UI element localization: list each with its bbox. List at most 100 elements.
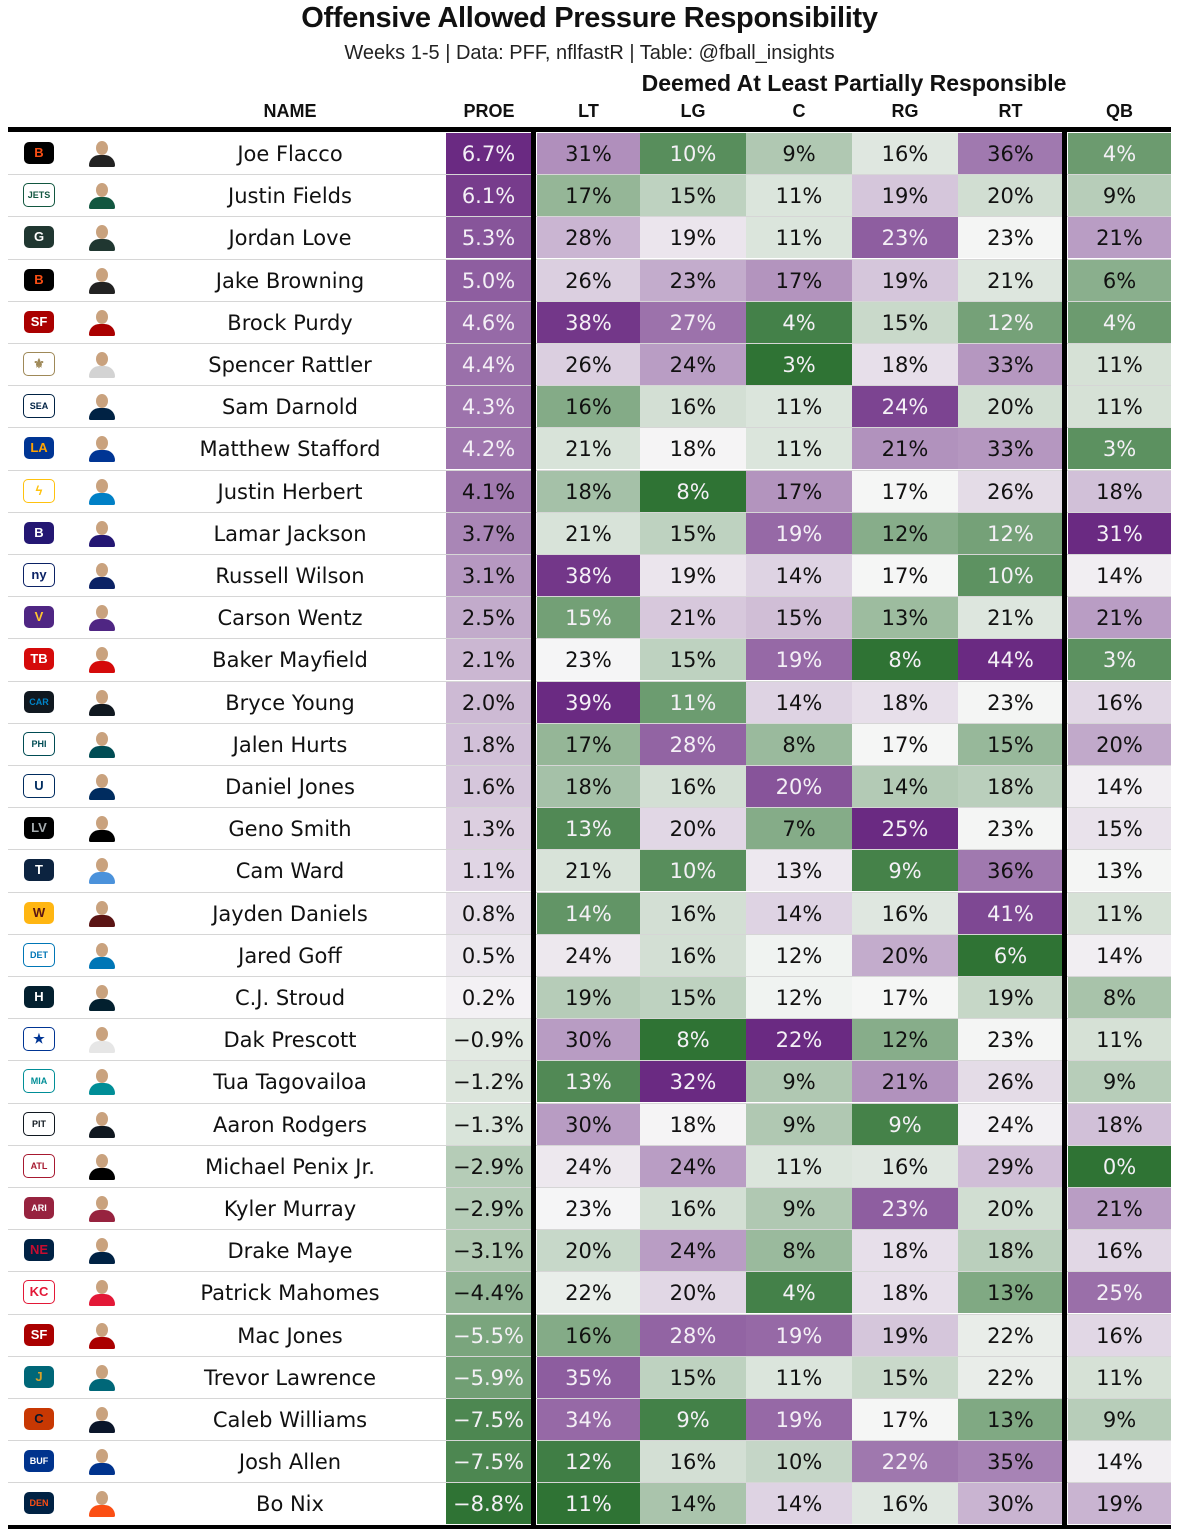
player-headshot-icon <box>87 392 117 422</box>
table-row: JETS Justin Fields 6.1% 17% 15% 11% 19% 20% 9% <box>8 175 1171 218</box>
rt-cell: 23% <box>958 1019 1063 1061</box>
player-headshot-icon <box>87 434 117 464</box>
lg-cell: 16% <box>640 934 746 976</box>
team-logo-icon: KC <box>23 1279 55 1305</box>
rt-cell: 18% <box>958 1230 1063 1272</box>
player-headshot-icon <box>87 139 117 169</box>
lg-cell: 15% <box>640 639 746 681</box>
rg-cell: 20% <box>852 934 958 976</box>
proe-cell: −7.5% <box>446 1399 531 1440</box>
player-name: Jayden Daniels <box>212 901 368 926</box>
lg-cell: 20% <box>640 808 746 850</box>
player-headshot-icon <box>87 941 117 971</box>
c-cell: 10% <box>746 1441 852 1483</box>
divider-rt-qb <box>1062 130 1067 1529</box>
header-rule <box>8 127 1171 132</box>
qb-cell: 11% <box>1068 344 1171 385</box>
table-row: TB Baker Mayfield 2.1% 23% 15% 19% 8% 44% 3% <box>8 639 1171 682</box>
lg-cell: 19% <box>640 217 746 259</box>
rt-cell: 44% <box>958 639 1063 681</box>
proe-cell: 6.7% <box>446 133 531 174</box>
table-row: V Carson Wentz 2.5% 15% 21% 15% 13% 21% 21% <box>8 597 1171 640</box>
rg-cell: 16% <box>852 1483 958 1525</box>
player-name: Brock Purdy <box>227 310 353 335</box>
lt-cell: 38% <box>537 301 640 343</box>
player-name: Jordan Love <box>228 226 352 251</box>
team-logo-icon: J <box>24 1364 54 1390</box>
header-rt: RT <box>998 101 1023 121</box>
player-name: Trevor Lawrence <box>203 1365 377 1390</box>
rg-cell: 15% <box>852 301 958 343</box>
c-cell: 14% <box>746 681 852 723</box>
lt-cell: 28% <box>537 217 640 259</box>
c-cell: 14% <box>746 555 852 596</box>
lg-cell: 28% <box>640 723 746 765</box>
rt-cell: 23% <box>958 681 1063 723</box>
header-lg: LG <box>680 101 706 121</box>
proe-cell: 1.3% <box>446 808 531 850</box>
rt-cell: 24% <box>958 1103 1063 1145</box>
team-logo-icon: CAR <box>24 689 54 715</box>
team-logo-mark: H <box>24 986 54 1008</box>
team-logo-mark: PIT <box>23 1111 55 1136</box>
proe-cell: 0.5% <box>446 934 531 976</box>
rg-cell: 21% <box>852 1061 958 1103</box>
lg-cell: 23% <box>640 259 746 301</box>
c-cell: 11% <box>746 428 852 470</box>
c-cell: 14% <box>746 892 852 934</box>
player-headshot-icon <box>87 814 117 844</box>
lg-cell: 19% <box>640 555 746 596</box>
player-name: Spencer Rattler <box>208 353 372 377</box>
rg-cell: 8% <box>852 639 958 681</box>
qb-cell: 4% <box>1068 133 1171 174</box>
team-logo-mark: ny <box>23 563 55 587</box>
player-headshot-icon <box>87 561 117 591</box>
lt-cell: 20% <box>537 1230 640 1272</box>
header-name: NAME <box>263 101 317 121</box>
qb-cell: 9% <box>1068 1061 1171 1103</box>
player-headshot-icon <box>87 1489 117 1519</box>
player-headshot-icon <box>87 223 117 253</box>
proe-cell: 1.6% <box>446 766 531 807</box>
player-name: Kyler Murray <box>223 1197 357 1221</box>
rg-cell: 9% <box>852 1103 958 1145</box>
c-cell: 15% <box>746 597 852 639</box>
lg-cell: 15% <box>640 977 746 1018</box>
rt-cell: 26% <box>958 470 1063 512</box>
team-logo-icon: T <box>24 857 54 883</box>
lg-cell: 8% <box>640 470 746 512</box>
rg-cell: 25% <box>852 808 958 850</box>
team-logo-icon: B <box>24 267 54 293</box>
c-cell: 17% <box>746 470 852 512</box>
rg-cell: 14% <box>852 766 958 807</box>
table-row: BUF Josh Allen −7.5% 12% 16% 10% 22% 35% 14% <box>8 1441 1171 1484</box>
table-row: SF Mac Jones −5.5% 16% 28% 19% 19% 22% 16% <box>8 1314 1171 1357</box>
player-name: Jake Browning <box>215 268 365 293</box>
table-row: KC Patrick Mahomes −4.4% 22% 20% 4% 18% 13% 25% <box>8 1272 1171 1315</box>
lt-cell: 24% <box>537 1145 640 1187</box>
player-name: Drake Maye <box>227 1239 353 1264</box>
rt-cell: 23% <box>958 808 1063 850</box>
c-cell: 9% <box>746 1103 852 1145</box>
rg-cell: 18% <box>852 344 958 385</box>
proe-cell: 3.1% <box>446 555 531 596</box>
rt-cell: 21% <box>958 597 1063 639</box>
rt-cell: 33% <box>958 344 1063 385</box>
table-row: ϟ Justin Herbert 4.1% 18% 8% 17% 17% 26% 18% <box>8 470 1171 513</box>
player-name: Bo Nix <box>256 1492 324 1517</box>
proe-cell: −8.8% <box>446 1483 531 1525</box>
player-headshot-icon <box>87 603 117 633</box>
rt-cell: 19% <box>958 977 1063 1018</box>
rg-cell: 19% <box>852 175 958 217</box>
player-name: Lamar Jackson <box>213 521 367 546</box>
lg-cell: 21% <box>640 597 746 639</box>
team-logo-icon: PIT <box>23 1111 55 1137</box>
player-name: Geno Smith <box>228 817 352 842</box>
team-logo-mark: LV <box>24 817 54 840</box>
player-name: Russell Wilson <box>215 564 365 588</box>
table-row: B Lamar Jackson 3.7% 21% 15% 19% 12% 12% 31% <box>8 512 1171 555</box>
player-name: C.J. Stroud <box>234 986 346 1010</box>
team-logo-mark: B <box>24 521 54 544</box>
player-name: Jalen Hurts <box>232 732 348 757</box>
table-row: LV Geno Smith 1.3% 13% 20% 7% 25% 23% 15% <box>8 808 1171 851</box>
